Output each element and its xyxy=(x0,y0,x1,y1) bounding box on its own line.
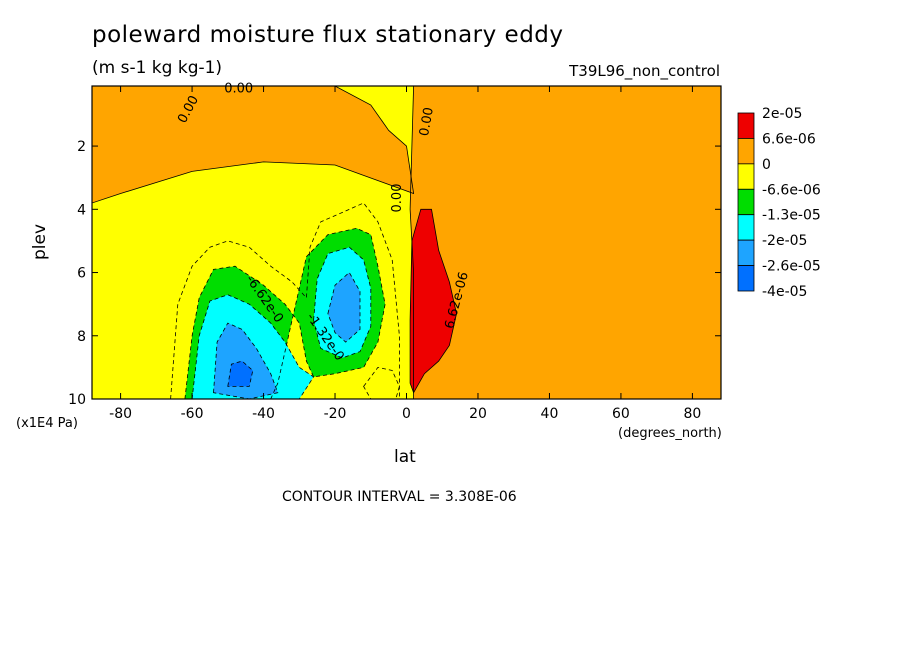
contour-label: 0.00 xyxy=(224,81,253,96)
colorbar-swatch xyxy=(737,214,755,241)
contour-negative-blue-sh xyxy=(213,322,279,399)
colorbar-swatch xyxy=(737,163,755,190)
region-negative-dark-sh xyxy=(227,361,253,387)
x-tick-label: -20 xyxy=(324,406,347,422)
colorbar-label: 0 xyxy=(762,157,771,173)
region-positive-sh-stratosphere xyxy=(92,86,414,203)
colorbar-swatch xyxy=(737,112,755,139)
colorbar-swatch xyxy=(737,188,755,216)
region-negative-near-equator xyxy=(363,367,400,399)
x-tick-label: -60 xyxy=(181,406,204,422)
x-tick-label: 20 xyxy=(469,406,487,422)
contour-negative-south-ring1 xyxy=(170,202,400,399)
contour-negative-near-equator xyxy=(363,366,400,399)
region-negative-blue-sub xyxy=(327,272,360,343)
colorbar-label: -6.6e-06 xyxy=(762,182,821,198)
x-tick-label: 60 xyxy=(612,406,630,422)
colorbar-label: -4e-05 xyxy=(762,284,807,300)
chart-units: (m s-1 kg kg-1) xyxy=(92,58,223,78)
contour-positive-red-tropics xyxy=(409,208,457,394)
x-tick-label: 40 xyxy=(541,406,559,422)
colorbar-swatch xyxy=(737,138,755,165)
colorbar-label: -2e-05 xyxy=(762,233,807,249)
colorbar-label: 2e-05 xyxy=(762,106,802,122)
contour-label: 0.00 xyxy=(390,184,405,213)
x-tick-label: -80 xyxy=(109,406,132,422)
y-tick-label: 10 xyxy=(68,392,86,408)
x-tick-label: 0 xyxy=(402,406,411,422)
x-tick-label: 80 xyxy=(683,406,701,422)
colorbar: 2e-05 6.6e-06 0 -6.6e-06 -1.3e-05 -2e-05 -2.6e… xyxy=(737,106,821,300)
run-label: T39L96_non_control xyxy=(569,62,720,80)
region-positive-red-tropics xyxy=(410,209,457,393)
y-tick-label: 8 xyxy=(77,329,86,345)
y-tick-label: 6 xyxy=(77,266,86,282)
contour-negative-cyan-sh xyxy=(191,294,315,399)
contour-label: 0.00 xyxy=(417,106,437,137)
contour-negative-south-ring2 xyxy=(184,227,386,399)
colorbar-swatch xyxy=(737,239,755,266)
colorbar-swatch xyxy=(737,265,755,292)
x-axis-unit: (degrees_north) xyxy=(618,426,722,441)
y-tick-label: 2 xyxy=(77,139,86,155)
x-axis-label: lat xyxy=(394,447,416,467)
colorbar-label: -2.6e-05 xyxy=(762,259,821,275)
region-positive-nh-troposphere xyxy=(410,86,721,399)
contour-positive-nh-troposphere xyxy=(409,86,721,399)
axes: -80 -60 -40 -20 0 20 40 60 80 2 4 6 8 10 xyxy=(68,86,721,422)
y-axis-unit: (x1E4 Pa) xyxy=(16,416,78,431)
y-tick-label: 4 xyxy=(77,202,86,218)
contour-fills xyxy=(92,86,721,399)
colorbar-label: 6.6e-06 xyxy=(762,131,816,147)
x-tick-label: -40 xyxy=(252,406,275,422)
contour-lines xyxy=(92,86,721,399)
colorbar-label: -1.3e-05 xyxy=(762,208,821,224)
chart-title: poleward moisture flux stationary eddy xyxy=(92,22,564,48)
contour-positive-sh-stratosphere xyxy=(92,86,415,204)
contour-negative-cyan-sub xyxy=(313,246,372,359)
contour-interval: CONTOUR INTERVAL = 3.308E-06 xyxy=(282,489,517,505)
